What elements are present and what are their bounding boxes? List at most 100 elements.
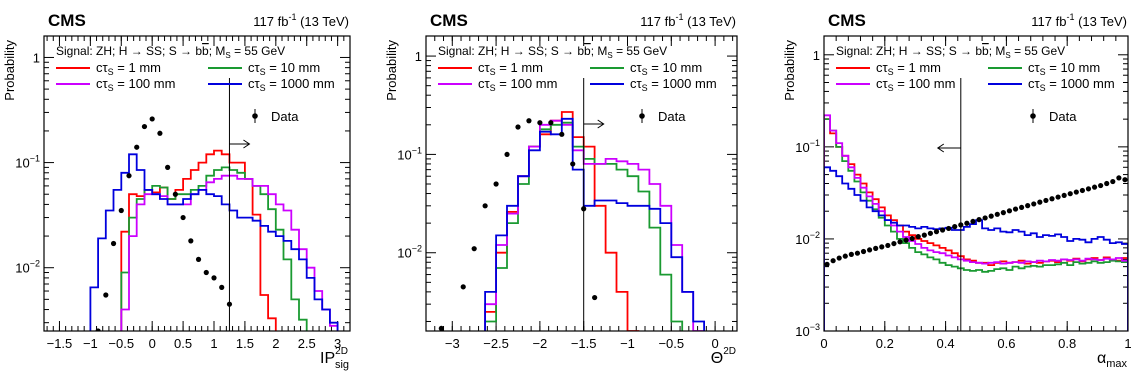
data-point: [149, 116, 155, 122]
text-span: = 10 mm: [1046, 60, 1101, 75]
data-point: [976, 217, 982, 223]
luminosity-label: 117 fb-1 (13 TeV): [253, 12, 349, 29]
x-tick-label: 0: [149, 336, 156, 351]
series-1000mm-histogram: [89, 153, 339, 331]
x-tick-label: −1.5: [47, 336, 73, 351]
legend-entry-label: cτS = 1000 mm: [630, 76, 717, 93]
text-span: b: [584, 44, 591, 58]
y-tick-label: 10−1: [397, 145, 422, 162]
text-span: = 1000 mm: [1046, 76, 1115, 91]
data-point: [559, 131, 565, 137]
text-span: = 100 mm: [894, 76, 956, 91]
data-point: [1049, 196, 1055, 202]
text-span: 1: [33, 50, 40, 65]
text-span: S: [1005, 51, 1010, 60]
plot-area: [438, 111, 705, 331]
text-span: 1: [813, 48, 820, 63]
text-span: 2D: [335, 346, 348, 357]
data-point: [95, 328, 101, 331]
data-point: [939, 227, 946, 233]
text-span: (13 TeV): [683, 14, 736, 29]
x-tick-label: 0: [820, 336, 827, 351]
cut-arrow-head: [243, 139, 251, 149]
x-tick-label: −1: [620, 336, 635, 351]
text-span: Θ: [711, 350, 723, 367]
text-span: S: [490, 67, 496, 77]
data-point: [1031, 201, 1037, 207]
y-axis-label: Probability: [2, 40, 17, 101]
data-point: [118, 207, 124, 214]
legend-data-label: Data: [1049, 109, 1077, 124]
data-point: [1104, 180, 1110, 187]
text-span: cτ: [96, 76, 109, 91]
text-span: S: [642, 83, 648, 93]
experiment-label: CMS: [828, 11, 866, 30]
text-span: = 10 mm: [648, 60, 703, 75]
x-tick-label: 0.5: [174, 336, 192, 351]
text-span: S: [490, 83, 496, 93]
x-axis-label: αmax: [1097, 350, 1128, 370]
data-point: [897, 239, 903, 245]
plot-frame: [425, 35, 738, 332]
data-point: [1073, 189, 1079, 195]
data-point: [219, 284, 225, 290]
text-span: cτ: [876, 60, 889, 75]
text-span: = 10 mm: [266, 60, 321, 75]
panel-middle: −3 −2.5 −2 −1.5 −1 −0.5 010−210−11ProbabilityΘ…: [384, 11, 738, 367]
text-span: 10: [15, 156, 29, 171]
data-point: [203, 269, 209, 276]
text-span: -1: [1066, 12, 1074, 22]
data-point: [195, 256, 202, 262]
legend-signal-label: Signal: ZH; H → SS; S → bb; MS = 55 GeV: [56, 44, 285, 60]
x-tick-label: 0.4: [937, 336, 955, 351]
legend-entry-label: cτS = 100 mm: [96, 76, 175, 93]
x-tick-label: −1.5: [571, 336, 597, 351]
legend-entry-label: cτS = 10 mm: [1028, 60, 1100, 77]
text-span: 10: [397, 246, 411, 261]
text-span: S: [888, 67, 894, 77]
y-tick-label: 10−1: [15, 154, 40, 171]
x-tick-label: 0.2: [876, 336, 894, 351]
text-span: S: [642, 67, 648, 77]
series-100mm-histogram: [120, 174, 339, 331]
plot-area: [89, 116, 339, 331]
x-tick-label: 3: [334, 336, 341, 351]
data-point: [1037, 199, 1043, 205]
data-point: [903, 237, 909, 243]
data-point: [471, 246, 477, 252]
data-point: [537, 120, 543, 126]
legend-signal-label: Signal: ZH; H → SS; S → bb; MS = 55 GeV: [836, 44, 1065, 60]
data-point: [141, 123, 148, 130]
legend-signal-label: Signal: ZH; H → SS; S → bb; MS = 55 GeV: [438, 44, 667, 60]
data-point: [570, 161, 576, 167]
text-span: S: [225, 51, 230, 60]
text-span: cτ: [96, 60, 109, 75]
x-axis-label: IP2D sig: [320, 346, 349, 371]
data-point: [1000, 210, 1006, 216]
data-point: [110, 240, 117, 247]
data-point: [994, 211, 1000, 217]
data-point: [836, 255, 842, 261]
text-span: Signal: ZH; H → SS; S → b: [836, 44, 982, 58]
legend-entry-label: cτS = 1000 mm: [248, 76, 335, 93]
data-point: [188, 238, 194, 244]
y-axis-label: Probability: [782, 40, 797, 101]
text-span: (13 TeV): [1074, 14, 1127, 29]
text-span: b: [982, 44, 989, 58]
data-point: [180, 214, 186, 221]
series-100mm-histogram: [484, 119, 705, 331]
data-point: [1079, 187, 1085, 194]
text-span: 10: [795, 324, 809, 339]
data-point: [1006, 208, 1013, 214]
data-point: [1085, 186, 1092, 192]
data-point: [891, 240, 897, 247]
text-span: -1: [675, 12, 683, 22]
x-tick-label: 0.8: [1058, 336, 1076, 351]
data-point: [854, 250, 861, 256]
data-point: [982, 215, 988, 221]
text-span: S: [1040, 83, 1046, 93]
legend-entry-label: cτS = 100 mm: [876, 76, 955, 93]
panel-right: 0 0.2 0.4 0.6 0.8 110−310−210−11Probabilityαm…: [782, 11, 1131, 370]
text-span: b: [202, 44, 209, 58]
data-point: [126, 173, 132, 179]
